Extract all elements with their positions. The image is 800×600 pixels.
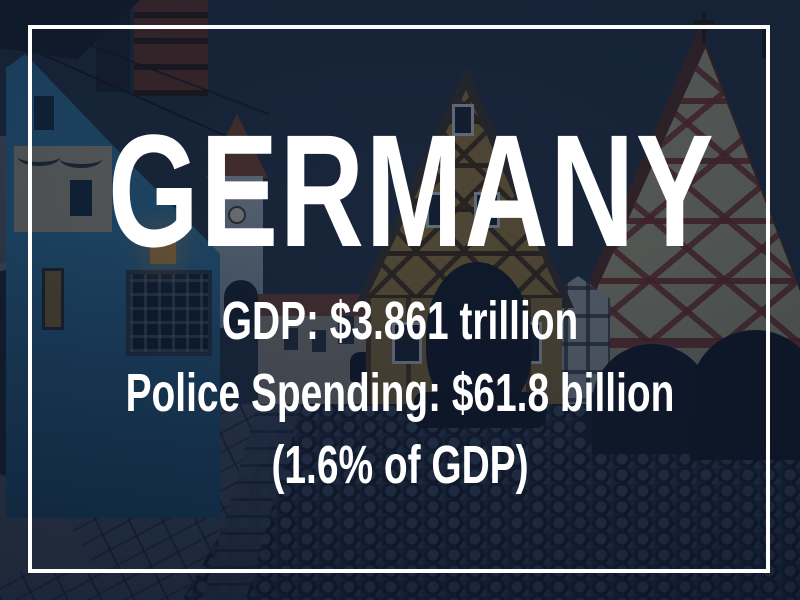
- police-spending-stat: Police Spending: $61.8 billion: [125, 363, 675, 423]
- stats-block: GDP: $3.861 trillion Police Spending: $6…: [112, 285, 688, 501]
- border-frame: [28, 25, 770, 573]
- gdp-percent-stat: (1.6% of GDP): [271, 435, 529, 495]
- country-title: GERMANY: [108, 101, 716, 280]
- gdp-stat: GDP: $3.861 trillion: [221, 291, 579, 351]
